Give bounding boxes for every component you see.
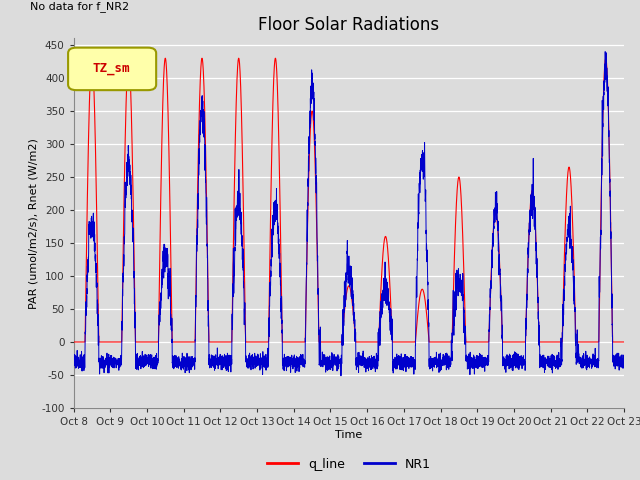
Y-axis label: PAR (umol/m2/s), Rnet (W/m2): PAR (umol/m2/s), Rnet (W/m2): [28, 138, 38, 309]
Text: TZ_sm: TZ_sm: [92, 62, 130, 75]
X-axis label: Time: Time: [335, 430, 362, 440]
Title: Floor Solar Radiations: Floor Solar Radiations: [258, 16, 440, 34]
Text: No data for f_NR2: No data for f_NR2: [29, 1, 129, 12]
FancyBboxPatch shape: [68, 48, 156, 90]
Legend: q_line, NR1: q_line, NR1: [262, 453, 436, 476]
